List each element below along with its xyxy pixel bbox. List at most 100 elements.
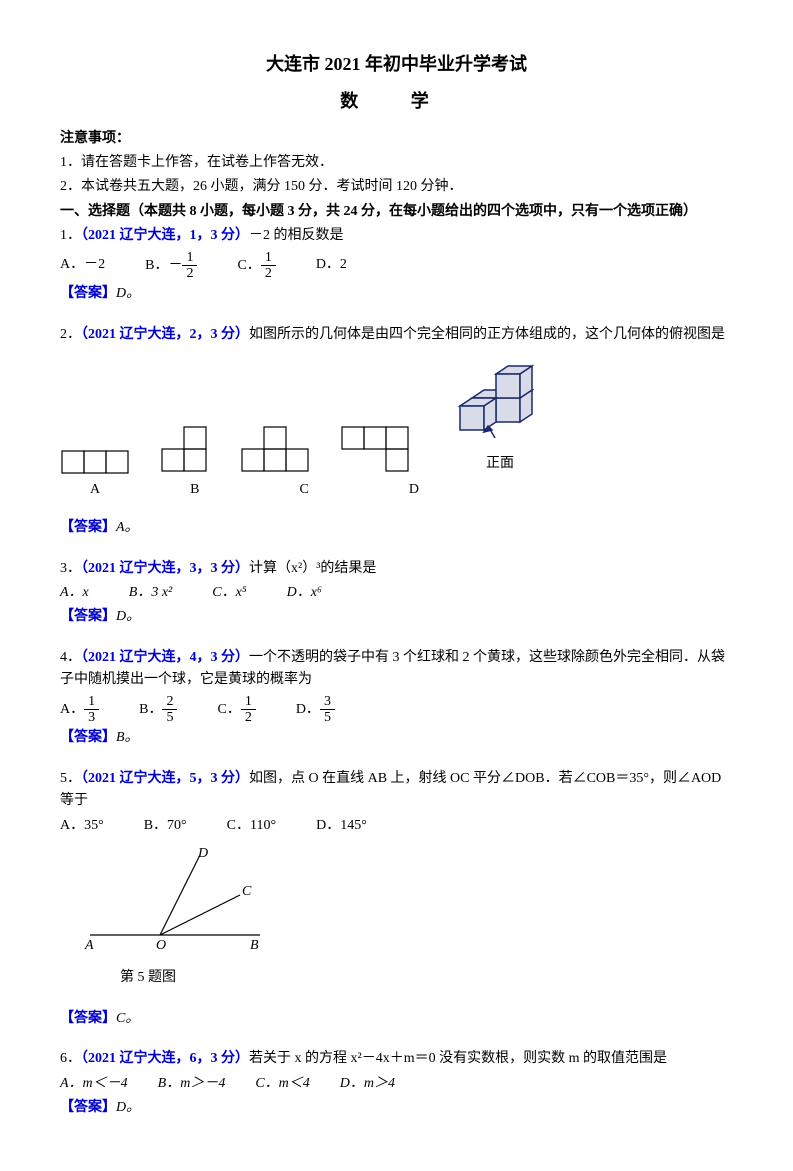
q4-answer-value: B。 xyxy=(116,730,139,745)
q6-option-a: A．m＜－4 xyxy=(60,1073,128,1095)
q1-c-pre: C． xyxy=(237,258,260,273)
q5-stem: 5．（2021 辽宁大连，5，3 分）如图，点 O 在直线 AB 上，射线 OC… xyxy=(60,768,733,813)
q4-option-c: C．12 xyxy=(217,694,255,726)
q3-answer-label: 【答案】 xyxy=(60,609,116,624)
q4-d-den: 5 xyxy=(320,710,335,725)
svg-text:C: C xyxy=(242,884,252,899)
q1-number: 1． xyxy=(60,228,81,243)
q4-option-a: A．13 xyxy=(60,694,99,726)
q5-answer: 【答案】C。 xyxy=(60,1008,733,1030)
q2-figures: 正面 xyxy=(60,356,733,475)
q1-text: －2 的相反数是 xyxy=(249,228,344,243)
q3-answer-value: D。 xyxy=(116,609,140,624)
q5-option-d: D．145° xyxy=(316,815,367,837)
q4-c-num: 1 xyxy=(241,694,256,710)
q3-number: 3． xyxy=(60,561,81,576)
q2-ref: （2021 辽宁大连，2，3 分） xyxy=(81,327,249,342)
q2-answer-value: A。 xyxy=(116,520,139,535)
svg-text:D: D xyxy=(197,846,208,861)
q6-option-c: C．m＜4 xyxy=(255,1073,309,1095)
q2-option-labels: A B C D xyxy=(90,479,733,501)
q5-option-a: A．35° xyxy=(60,815,104,837)
notice-line-1: 1．请在答题卡上作答，在试卷上作答无效． xyxy=(60,152,733,174)
q1-answer-label: 【答案】 xyxy=(60,286,116,301)
exam-title: 大连市 2021 年初中毕业升学考试 xyxy=(60,50,733,79)
q4-c-pre: C． xyxy=(217,702,240,717)
q1-options: A．－2 B．－12 C．12 D．2 xyxy=(60,250,733,282)
q2-solid-figure: 正面 xyxy=(440,356,560,475)
q2-text: 如图所示的几何体是由四个完全相同的正方体组成的，这个几何体的俯视图是 xyxy=(249,327,725,342)
q2-option-d-figure xyxy=(340,425,410,475)
q4-b-den: 5 xyxy=(162,710,177,725)
q6-options: A．m＜－4 B．m＞－4 C．m＜4 D．m＞4 xyxy=(60,1073,733,1095)
q6-text: 若关于 x 的方程 x²－4x＋m＝0 没有实数根，则实数 m 的取值范围是 xyxy=(249,1051,667,1066)
q1-answer-value: D。 xyxy=(116,286,140,301)
q4-b-pre: B． xyxy=(139,702,162,717)
q5-options: A．35° B．70° C．110° D．145° xyxy=(60,815,733,837)
svg-text:A: A xyxy=(84,938,94,953)
q6-ref: （2021 辽宁大连，6，3 分） xyxy=(81,1051,249,1066)
q6-stem: 6．（2021 辽宁大连，6，3 分）若关于 x 的方程 x²－4x＋m＝0 没… xyxy=(60,1048,733,1070)
q5-number: 5． xyxy=(60,771,81,786)
q1-b-den: 2 xyxy=(182,266,197,281)
q2-number: 2． xyxy=(60,327,81,342)
q5-option-b: B．70° xyxy=(144,815,187,837)
q6-option-b: B．m＞－4 xyxy=(158,1073,226,1095)
subject-title: 数 学 xyxy=(60,87,733,116)
q2-answer: 【答案】A。 xyxy=(60,517,733,539)
q4-c-den: 2 xyxy=(241,710,256,725)
q1-b-num: 1 xyxy=(182,250,197,266)
q2-label-c: C xyxy=(299,479,308,501)
q5-caption: 第 5 题图 xyxy=(120,967,733,989)
q1-option-d: D．2 xyxy=(316,254,347,276)
svg-text:B: B xyxy=(250,938,259,953)
q4-ref: （2021 辽宁大连，4，3 分） xyxy=(81,650,249,665)
q4-options: A．13 B．25 C．12 D．35 xyxy=(60,694,733,726)
q2-label-b: B xyxy=(190,479,199,501)
q4-option-b: B．25 xyxy=(139,694,177,726)
q5-ref: （2021 辽宁大连，5，3 分） xyxy=(81,771,249,786)
q6-answer-label: 【答案】 xyxy=(60,1100,116,1115)
q4-a-num: 1 xyxy=(84,694,99,710)
q3-text: 计算（x²）³的结果是 xyxy=(249,561,376,576)
q4-option-d: D．35 xyxy=(296,694,335,726)
section-1-heading: 一、选择题（本题共 8 小题，每小题 3 分，共 24 分，在每小题给出的四个选… xyxy=(60,201,733,223)
q3-ref: （2021 辽宁大连，3，3 分） xyxy=(81,561,249,576)
q4-stem: 4．（2021 辽宁大连，4，3 分）一个不透明的袋子中有 3 个红球和 2 个… xyxy=(60,647,733,692)
q4-a-den: 3 xyxy=(84,710,99,725)
q1-c-num: 1 xyxy=(261,250,276,266)
q3-options: A．x B．3 x² C．x⁵ D．x⁶ xyxy=(60,582,733,604)
q5-figure: A O B C D xyxy=(80,845,733,963)
q3-option-c: C．x⁵ xyxy=(212,582,246,604)
q2-answer-label: 【答案】 xyxy=(60,520,116,535)
q4-d-pre: D． xyxy=(296,702,320,717)
svg-text:O: O xyxy=(156,938,166,953)
q2-label-d: D xyxy=(409,479,419,501)
notice-line-2: 2．本试卷共五大题，26 小题，满分 150 分．考试时间 120 分钟． xyxy=(60,176,733,198)
q1-ref: （2021 辽宁大连，1，3 分） xyxy=(81,228,249,243)
q1-c-den: 2 xyxy=(261,266,276,281)
q4-b-num: 2 xyxy=(162,694,177,710)
q4-d-num: 3 xyxy=(320,694,335,710)
q1-option-c: C．12 xyxy=(237,250,275,282)
q4-a-pre: A． xyxy=(60,702,84,717)
q1-stem: 1．（2021 辽宁大连，1，3 分）－2 的相反数是 xyxy=(60,225,733,247)
q1-answer: 【答案】D。 xyxy=(60,283,733,305)
q3-answer: 【答案】D。 xyxy=(60,606,733,628)
q6-answer: 【答案】D。 xyxy=(60,1097,733,1119)
q2-stem: 2．（2021 辽宁大连，2，3 分）如图所示的几何体是由四个完全相同的正方体组… xyxy=(60,324,733,346)
q6-answer-value: D。 xyxy=(116,1100,140,1115)
q4-answer: 【答案】B。 xyxy=(60,727,733,749)
q6-option-d: D．m＞4 xyxy=(340,1073,395,1095)
q1-option-a: A．－2 xyxy=(60,254,105,276)
q2-front-label: 正面 xyxy=(440,453,560,475)
q2-option-b-figure xyxy=(160,425,210,475)
q4-number: 4． xyxy=(60,650,81,665)
q4-answer-label: 【答案】 xyxy=(60,730,116,745)
q3-stem: 3．（2021 辽宁大连，3，3 分）计算（x²）³的结果是 xyxy=(60,558,733,580)
q2-option-a-figure xyxy=(60,449,130,475)
q2-label-a: A xyxy=(90,479,100,501)
q5-answer-value: C。 xyxy=(116,1011,139,1026)
q5-option-c: C．110° xyxy=(227,815,276,837)
q1-option-b: B．－12 xyxy=(145,250,197,282)
